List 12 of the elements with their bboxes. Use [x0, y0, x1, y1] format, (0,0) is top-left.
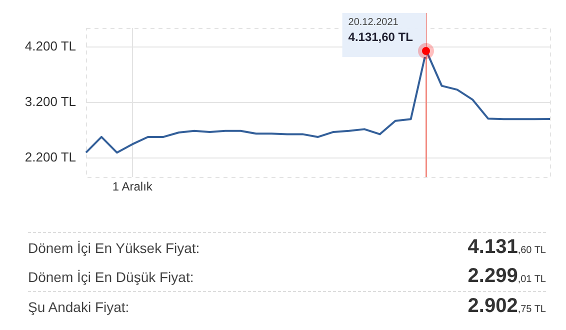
text: Dönem İçi En Düşük Fiyat: [28, 268, 194, 284]
text: 2.299,01 TL [468, 265, 546, 287]
y-tick-label: 3.200 TL [24, 94, 76, 110]
text: 20.12.2021 [348, 17, 399, 28]
annotation: 4.131,60 TL [348, 30, 413, 44]
text: Şu Andaki Fiyat: [28, 298, 130, 314]
x-tick-label: 1 Aralık [112, 180, 154, 194]
text: 2.902,75 TL [468, 295, 546, 317]
y-tick-label: 2.200 TL [24, 150, 76, 165]
text: Dönem İçi En Yüksek Fiyat: [28, 240, 200, 256]
y-tick-label: 4.200 TL [24, 38, 76, 54]
text: 4.131,60 TL [468, 236, 546, 258]
